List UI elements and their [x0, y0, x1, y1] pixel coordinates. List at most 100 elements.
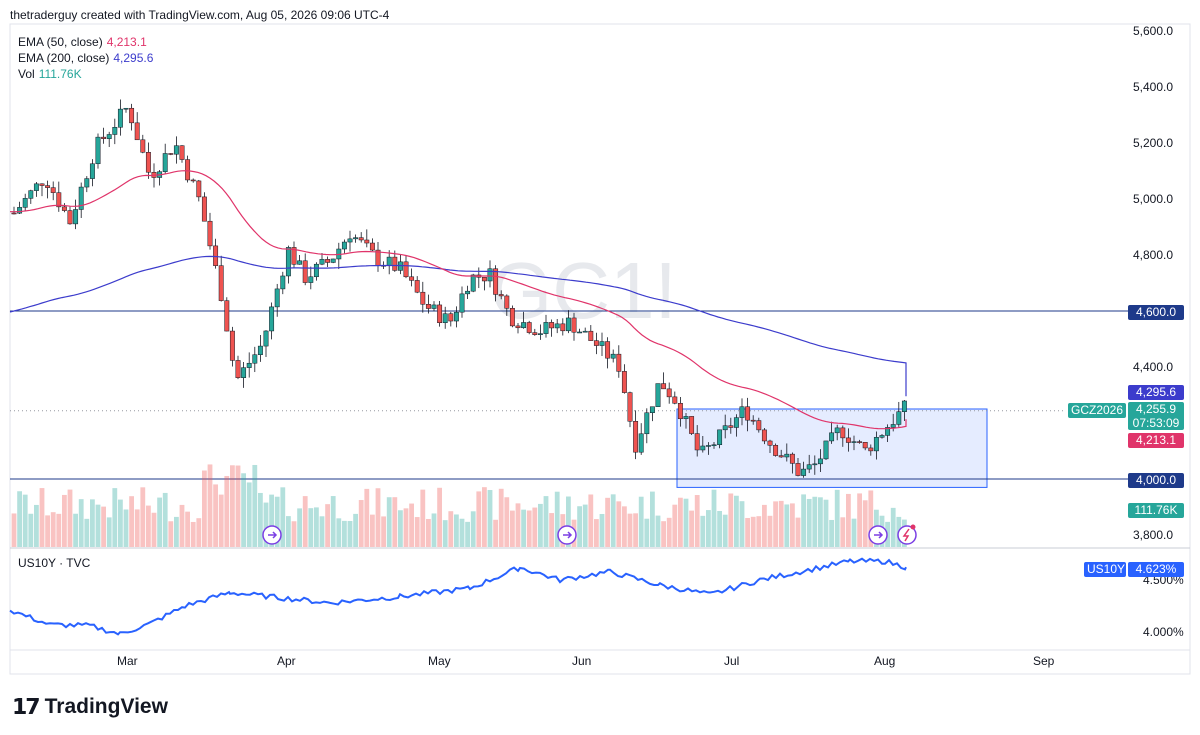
- candle-body: [901, 400, 907, 412]
- tradingview-brand: TradingView: [44, 695, 168, 718]
- candle-body: [509, 308, 515, 327]
- candle-body: [571, 317, 577, 333]
- volume-bar: [515, 503, 521, 547]
- candle-body: [392, 256, 398, 271]
- candle-body: [453, 311, 459, 322]
- candle-body: [241, 367, 247, 378]
- candle-body: [616, 353, 622, 372]
- volume-bar: [487, 490, 493, 547]
- ema50-line: [10, 170, 907, 430]
- candle-body: [689, 416, 695, 434]
- volume-bar: [90, 499, 95, 547]
- volume-bar: [543, 496, 549, 547]
- candle-body: [235, 360, 241, 378]
- volume-bar: [84, 518, 90, 547]
- candle-body: [45, 185, 51, 188]
- volume-bar: [202, 470, 207, 547]
- price-tick-label: 5,600.0: [1133, 24, 1173, 38]
- legend-ema200[interactable]: EMA (200, close) 4,295.6: [18, 51, 153, 66]
- candle-body: [481, 277, 487, 282]
- candle-body: [190, 179, 196, 182]
- candle-body: [308, 276, 314, 283]
- volume-bar: [146, 505, 151, 547]
- volume-bar: [846, 493, 851, 547]
- volume-bar: [840, 517, 846, 547]
- lightning-event-icon: [897, 525, 917, 545]
- volume-bar: [274, 496, 280, 547]
- candle-body: [403, 261, 409, 278]
- candle-body: [201, 196, 207, 222]
- volume-bar: [336, 518, 342, 547]
- candle-body: [285, 247, 291, 277]
- candle-body: [638, 433, 644, 453]
- candle-body: [733, 417, 739, 428]
- symbol-tag: GCZ2026: [1068, 403, 1127, 418]
- candle-body: [661, 383, 667, 390]
- candle-body: [442, 313, 448, 324]
- volume-bar: [213, 484, 218, 547]
- volume-bar: [711, 489, 717, 547]
- volume-bar: [857, 493, 862, 547]
- last-price-value: 4,255.9: [1135, 402, 1177, 416]
- us10y-value-tag: 4.623%: [1128, 562, 1184, 577]
- volume-bar: [157, 497, 162, 547]
- us10y-legend[interactable]: US10Y · TVC: [18, 556, 91, 570]
- candle-body: [588, 330, 594, 341]
- candle-body: [61, 206, 67, 211]
- legend-ema200-label: EMA (200, close): [18, 51, 110, 65]
- volume-bar: [728, 493, 734, 547]
- volume-bar: [308, 508, 314, 547]
- tradingview-logo[interactable]: 𝟭𝟳 TradingView: [12, 694, 168, 720]
- candle-body: [185, 159, 191, 181]
- volume-bar: [454, 514, 459, 547]
- time-tick-label: Jul: [724, 654, 739, 668]
- volume-bar: [834, 489, 840, 547]
- candle-body: [773, 445, 779, 456]
- candle-body: [549, 322, 555, 329]
- volume-bar: [627, 513, 633, 547]
- event-markers[interactable]: [262, 524, 917, 545]
- chart-frame: [9, 23, 1191, 675]
- volume-bar: [73, 513, 78, 547]
- candle-body: [123, 107, 129, 110]
- candle-body: [341, 241, 347, 250]
- volume-bar: [263, 502, 269, 547]
- candle-body: [179, 145, 185, 160]
- candle-body: [890, 424, 896, 428]
- volume-bar: [101, 506, 106, 547]
- candle-body: [173, 145, 179, 155]
- legend-volume[interactable]: Vol 111.76K: [18, 67, 82, 82]
- legend-ema50[interactable]: EMA (50, close) 4,213.1: [18, 35, 147, 50]
- candle-body: [515, 325, 521, 329]
- volume-bar: [672, 504, 678, 547]
- us10y-tick-4000: 4.000%: [1143, 625, 1184, 639]
- horizontal-levels[interactable]: [10, 310, 1128, 480]
- range-box[interactable]: [676, 408, 988, 488]
- price-tick-label: 5,200.0: [1133, 136, 1173, 150]
- event-arrow-glyph: [563, 531, 573, 539]
- volume-bar: [750, 516, 756, 547]
- volume-bar: [258, 492, 263, 547]
- volume-bar: [661, 521, 666, 547]
- volume-bar: [504, 497, 510, 547]
- candle-body: [868, 447, 874, 452]
- event-arrow-glyph: [874, 531, 884, 539]
- volume-bar: [616, 501, 622, 547]
- candle-body: [11, 212, 17, 215]
- candle-body: [862, 442, 868, 449]
- candle-body: [269, 306, 275, 332]
- candle-body: [56, 192, 62, 208]
- candle-body: [487, 268, 493, 282]
- volume-bar: [756, 516, 762, 547]
- volume-bar: [706, 510, 711, 547]
- legend-ema50-value: 4,213.1: [106, 35, 147, 49]
- time-tick-label: Jun: [572, 654, 591, 668]
- volume-bar: [588, 494, 594, 547]
- volume-bar: [644, 518, 650, 547]
- price-tick-label: 5,400.0: [1133, 80, 1173, 94]
- candle-body: [89, 163, 95, 179]
- volume-bar: [762, 504, 767, 547]
- candle-body: [577, 331, 583, 334]
- candle-body: [291, 247, 297, 265]
